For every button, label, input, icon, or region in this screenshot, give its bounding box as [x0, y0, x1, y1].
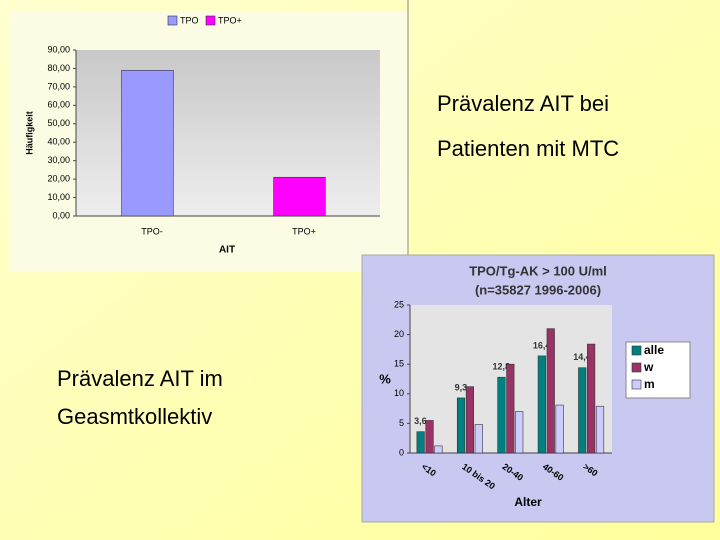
y-tick-label: 30,00 — [47, 155, 70, 165]
y-tick-label: 15 — [394, 359, 404, 369]
bar — [537, 355, 546, 454]
y-tick-label: 40,00 — [47, 137, 70, 147]
x-tick-label: TPO+ — [292, 226, 316, 236]
bar — [273, 176, 326, 217]
y-tick-label: 20 — [394, 329, 404, 339]
legend-swatch — [631, 345, 642, 356]
legend-label: TPO+ — [218, 15, 242, 25]
data-label: 12,8 — [492, 362, 510, 372]
slide-text: Geasmtkollektiv — [57, 404, 212, 429]
data-label: 16,4 — [533, 340, 551, 350]
bar — [497, 376, 506, 454]
bar — [546, 328, 555, 454]
legend-label: w — [643, 360, 654, 374]
y-tick-label: 20,00 — [47, 173, 70, 183]
bar — [515, 411, 524, 454]
legend-swatch — [631, 379, 642, 390]
bar — [121, 69, 174, 217]
y-tick-label: 50,00 — [47, 118, 70, 128]
y-tick-label: 10,00 — [47, 192, 70, 202]
bar — [578, 367, 587, 454]
bar — [434, 445, 443, 454]
bar — [456, 397, 466, 454]
legend-swatch — [631, 362, 642, 373]
y-tick-label: 60,00 — [47, 100, 70, 110]
slide-text: Prävalenz AIT im — [57, 366, 223, 391]
legend-label: alle — [644, 343, 664, 357]
slide-text: Patienten mit MTC — [437, 136, 619, 161]
bar — [465, 386, 475, 454]
y-tick-label: 0,00 — [52, 210, 70, 220]
y-tick-label: 5 — [399, 418, 404, 428]
y-tick-label: 70,00 — [47, 81, 70, 91]
slide-text: Prävalenz AIT bei — [437, 91, 609, 116]
y-tick-label: 25 — [394, 299, 404, 309]
legend-label: m — [644, 377, 655, 391]
y-tick-label: 90,00 — [47, 44, 70, 54]
data-label: 3,6 — [414, 416, 427, 426]
legend-label: TPO — [180, 15, 199, 25]
legend-swatch — [205, 15, 216, 26]
y-axis-title: % — [379, 371, 391, 386]
bar — [595, 405, 605, 454]
x-axis-title: AIT — [219, 245, 235, 256]
chart-subtitle: (n=35827 1996-2006) — [475, 282, 601, 297]
y-tick-label: 0 — [399, 447, 404, 457]
data-label: 14,4 — [573, 352, 591, 362]
bar — [555, 404, 564, 454]
x-axis-title: Alter — [514, 495, 542, 509]
bar — [506, 363, 515, 454]
data-label: 9,3 — [455, 382, 468, 392]
bar — [425, 420, 434, 454]
y-tick-label: 80,00 — [47, 63, 70, 73]
bar — [416, 431, 425, 454]
y-tick-label: 10 — [394, 388, 404, 398]
bar — [587, 343, 596, 454]
legend-swatch — [167, 15, 178, 26]
chart-title: TPO/Tg-AK > 100 U/ml — [469, 263, 607, 278]
x-tick-label: TPO- — [141, 226, 163, 236]
y-axis-title: Häufigkeit — [24, 111, 34, 155]
bar — [474, 424, 483, 454]
